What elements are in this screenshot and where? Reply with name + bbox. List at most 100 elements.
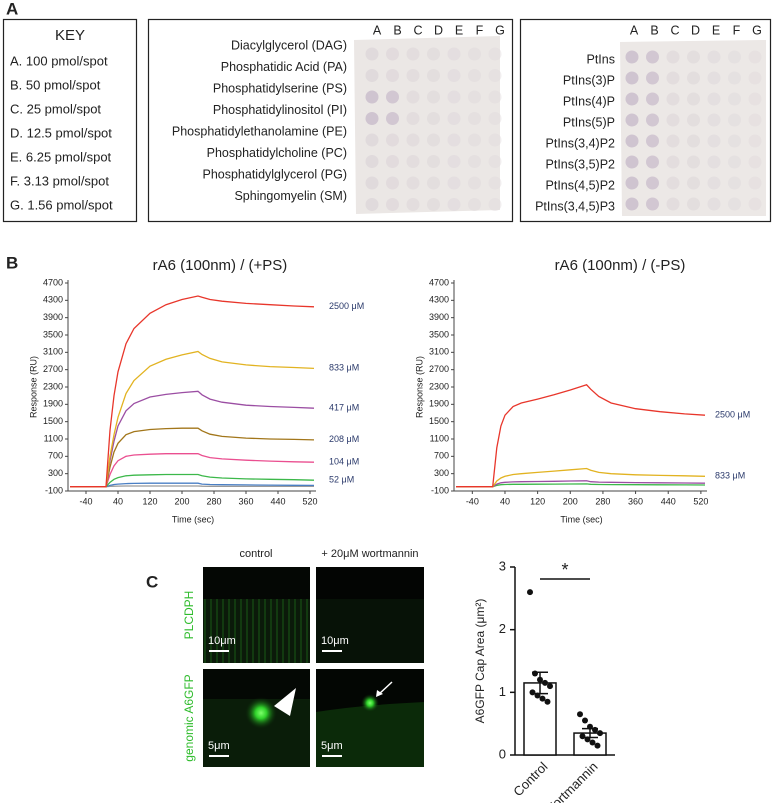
blot-spot — [666, 92, 680, 106]
blot-spot — [625, 71, 639, 85]
data-point — [534, 692, 541, 699]
series-label: 208 μM — [329, 434, 359, 444]
blot-row: PtIns(3,4,5)P3 — [535, 199, 615, 213]
y-tick-label: 3900 — [43, 312, 63, 322]
blot-column: F — [733, 23, 741, 37]
membrane — [620, 40, 766, 216]
blot-spot — [707, 113, 721, 127]
blot-spot — [386, 112, 399, 125]
row-label: PLCDPH — [182, 591, 196, 640]
data-point — [527, 589, 533, 596]
y-axis-label: Response (RU) — [28, 356, 38, 418]
blot-spot — [386, 69, 399, 82]
blot-spot — [468, 198, 481, 211]
scale-label: 5μm — [321, 740, 343, 752]
blot-spot — [365, 112, 379, 125]
blot-spot — [427, 176, 440, 190]
x-tick-label: 440 — [270, 496, 285, 506]
blot-spot — [687, 113, 700, 127]
x-tick-label: Wortmannin — [541, 759, 601, 803]
blot-row: PtIns(4)P — [563, 94, 615, 108]
blot-column: E — [455, 23, 463, 37]
data-point — [597, 730, 603, 737]
blot-spot — [447, 90, 461, 104]
blot-spot — [646, 71, 659, 85]
blot-row: Phosphatidylinositol (PI) — [213, 103, 347, 117]
blot-spot — [488, 155, 502, 168]
blot-frame — [147, 18, 514, 223]
y-tick-label: 2300 — [43, 381, 63, 391]
series-label: 104 μM — [329, 457, 359, 467]
blot-row: PtIns(5)P — [563, 115, 615, 129]
y-tick-label: 1500 — [43, 416, 63, 426]
blot-row: Diacylglycerol (DAG) — [231, 38, 347, 52]
y-tick-label: 1100 — [44, 433, 63, 443]
scale-label: 10μm — [208, 635, 236, 647]
blot-column: F — [476, 23, 484, 37]
panel-label: C — [146, 572, 158, 591]
blot-row: Phosphatidylethanolamine (PE) — [172, 124, 347, 138]
blot-column: E — [712, 23, 720, 37]
blot-spot — [646, 92, 659, 106]
blot-spot — [707, 92, 721, 106]
blot-spot — [488, 133, 502, 147]
blot-spot — [748, 176, 762, 190]
blot-row: PtIns(3,5)P2 — [546, 157, 616, 171]
key-frame — [2, 18, 138, 223]
x-axis-label: Time (sec) — [172, 514, 214, 524]
key-item: E. 6.25 pmol/spot — [10, 149, 112, 164]
blot-spot — [427, 69, 440, 82]
blot-spot — [427, 198, 440, 211]
blot-column: G — [495, 23, 505, 37]
x-tick-label: 440 — [661, 496, 676, 506]
y-tick-label: 2 — [499, 621, 506, 636]
data-point — [539, 695, 546, 702]
blot-spot — [406, 155, 420, 168]
y-tick-label: 2300 — [429, 381, 449, 391]
blot-spot — [427, 155, 440, 168]
blot-spot — [625, 50, 639, 64]
blot-spot — [468, 47, 481, 61]
key-item: G. 1.56 pmol/spot — [10, 197, 113, 212]
blot-spot — [748, 113, 762, 127]
series-line — [456, 483, 706, 488]
series-label: 52 μM — [329, 475, 354, 485]
y-tick-label: -100 — [45, 485, 63, 495]
blot-spot — [748, 71, 762, 85]
data-point — [529, 689, 536, 696]
blot-row: Phosphatidic Acid (PA) — [221, 60, 347, 74]
blot-spot — [687, 50, 700, 64]
blot-spot — [488, 198, 502, 211]
blot-column: B — [393, 23, 401, 37]
blot-column: C — [670, 23, 679, 37]
blot-spot — [365, 69, 379, 82]
series-line — [70, 482, 315, 488]
blot-spot — [748, 50, 762, 64]
blot-row: PtIns(4,5)P2 — [546, 178, 616, 192]
blot-spot — [687, 71, 700, 85]
blot-spot — [468, 176, 481, 190]
arrow-head — [376, 690, 383, 697]
blot-column: A — [373, 23, 382, 37]
data-point — [584, 736, 591, 743]
blot-spot — [365, 133, 379, 147]
x-tick-label: 360 — [238, 496, 253, 506]
series-line — [70, 350, 315, 488]
blot-spot — [447, 155, 461, 168]
column-label: control — [239, 548, 272, 560]
blot-spot — [728, 134, 741, 148]
x-tick-label: 120 — [142, 496, 157, 506]
data-point — [537, 676, 543, 683]
y-axis-label: A6GFP Cap Area (μm²) — [473, 599, 487, 724]
blot-column: C — [413, 23, 422, 37]
blot-spot — [625, 113, 639, 127]
blot-spot — [728, 50, 741, 64]
blot-spot — [468, 133, 481, 147]
scale-label: 5μm — [208, 740, 230, 752]
x-tick-label: 280 — [206, 496, 221, 506]
x-tick-label: 40 — [113, 496, 123, 506]
y-tick-label: 4700 — [429, 277, 449, 287]
blot-spot — [447, 133, 461, 147]
blot-spot — [365, 176, 379, 190]
blot-spot — [427, 90, 440, 104]
